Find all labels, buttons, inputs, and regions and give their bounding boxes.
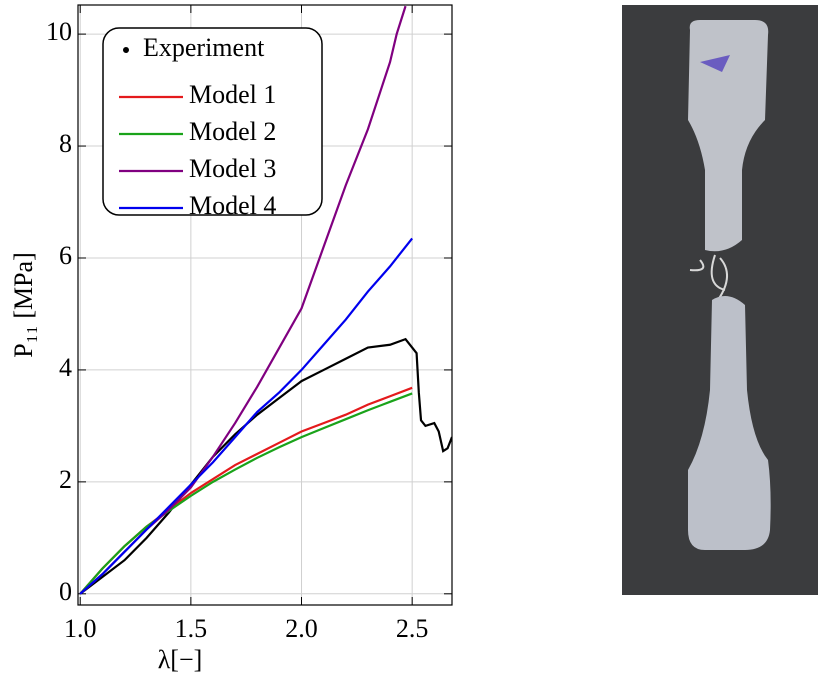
series-line (79, 386, 413, 595)
y-axis-label: P₁₁ [MPa] (9, 252, 38, 358)
specimen-bottom (688, 296, 771, 550)
x-tick-label: 2.5 (396, 614, 429, 643)
x-axis-label: λ[−] (158, 645, 203, 674)
y-tick-label: 4 (59, 353, 72, 382)
specimen-top (688, 20, 769, 252)
x-tick-label: 1.0 (64, 614, 97, 643)
legend-label: Model 1 (189, 80, 276, 109)
specimen-mark (700, 55, 730, 72)
x-tick-label: 1.5 (175, 614, 208, 643)
legend-box (102, 27, 323, 216)
series-line (79, 337, 452, 595)
x-tick-label: 2.0 (285, 614, 318, 643)
y-tick-label: 2 (59, 465, 72, 494)
y-tick-label: 8 (59, 129, 72, 158)
series-line (79, 392, 413, 595)
legend-label: Model 2 (189, 117, 276, 146)
plot: λ[−] P₁₁ [MPa] (9, 252, 202, 674)
legend-label: Model 4 (189, 191, 276, 220)
y-tick-label: 0 (59, 577, 72, 606)
plot-frame (77, 4, 453, 606)
legend-label: Experiment (143, 33, 265, 62)
series-line (79, 237, 414, 595)
specimen-photo (622, 5, 818, 595)
y-tick-label: 10 (46, 17, 72, 46)
y-tick-label: 6 (59, 241, 72, 270)
legend-label: Model 3 (189, 154, 276, 183)
fibers (689, 254, 728, 301)
legend-marker (123, 47, 129, 53)
